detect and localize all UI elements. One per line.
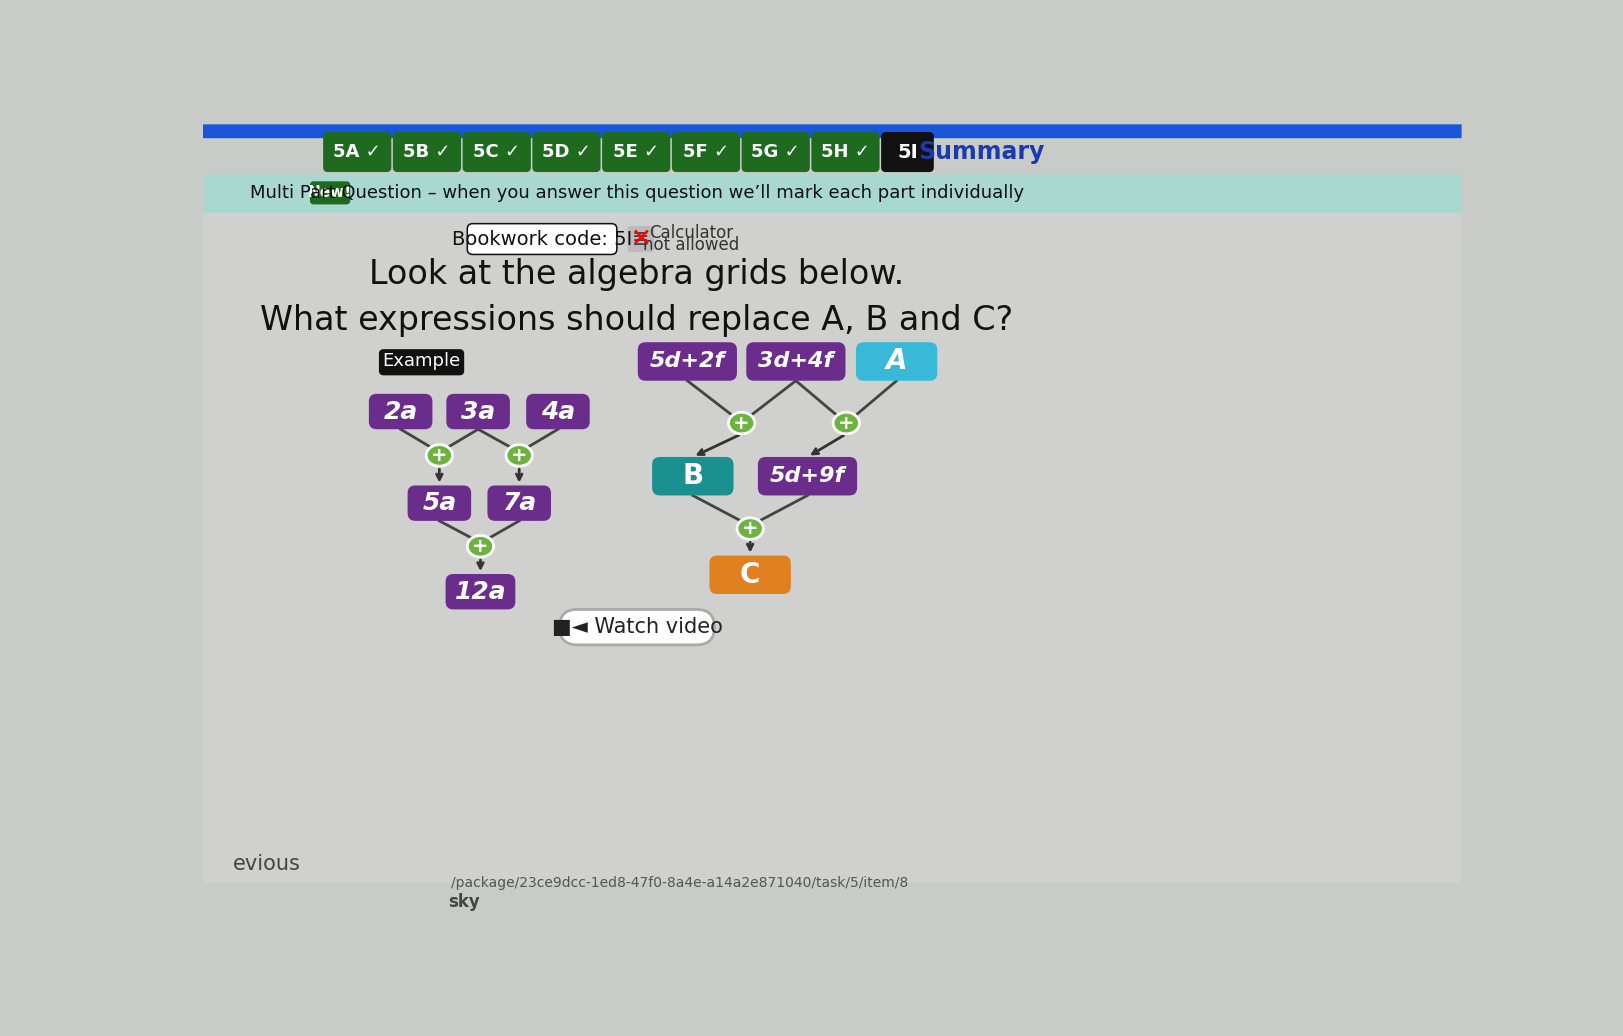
Ellipse shape (467, 536, 493, 557)
FancyBboxPatch shape (203, 174, 1461, 212)
FancyBboxPatch shape (466, 223, 617, 255)
Text: 5C ✓: 5C ✓ (472, 143, 519, 161)
Ellipse shape (833, 412, 859, 434)
Text: 12a: 12a (454, 580, 506, 604)
Text: 7a: 7a (502, 491, 536, 515)
Text: 5A ✓: 5A ✓ (333, 143, 381, 161)
FancyBboxPatch shape (526, 394, 589, 429)
Text: +: + (511, 445, 527, 465)
FancyBboxPatch shape (758, 457, 857, 495)
Text: Calculator: Calculator (649, 224, 734, 241)
FancyBboxPatch shape (203, 212, 1461, 883)
Text: 2a: 2a (383, 400, 417, 424)
FancyBboxPatch shape (855, 342, 936, 381)
Text: 5E ✓: 5E ✓ (613, 143, 659, 161)
Text: /package/23ce9dcc-1ed8-47f0-8a4e-a14a2e871040/task/5/item/8: /package/23ce9dcc-1ed8-47f0-8a4e-a14a2e8… (451, 875, 907, 890)
FancyBboxPatch shape (310, 181, 351, 204)
Text: not allowed: not allowed (643, 236, 738, 254)
FancyBboxPatch shape (393, 132, 461, 172)
Text: Example: Example (381, 352, 461, 371)
FancyBboxPatch shape (812, 132, 880, 172)
Text: Look at the algebra grids below.: Look at the algebra grids below. (368, 258, 904, 291)
FancyBboxPatch shape (446, 394, 510, 429)
FancyBboxPatch shape (463, 132, 531, 172)
FancyBboxPatch shape (467, 225, 615, 254)
FancyBboxPatch shape (709, 555, 790, 594)
Ellipse shape (729, 412, 755, 434)
Text: C: C (740, 560, 760, 588)
FancyBboxPatch shape (638, 342, 737, 381)
Text: 5B ✓: 5B ✓ (403, 143, 451, 161)
Text: New!: New! (308, 185, 352, 200)
FancyBboxPatch shape (560, 609, 714, 644)
Text: Bookwork code: 5I: Bookwork code: 5I (453, 230, 633, 249)
Text: 5d+2f: 5d+2f (649, 351, 724, 372)
Text: 3d+4f: 3d+4f (758, 351, 833, 372)
Text: sky: sky (448, 893, 480, 911)
Text: 5a: 5a (422, 491, 456, 515)
Ellipse shape (425, 444, 453, 466)
Text: +: + (837, 413, 854, 433)
FancyBboxPatch shape (368, 394, 432, 429)
Text: +: + (734, 413, 750, 433)
Text: 5d+9f: 5d+9f (769, 466, 844, 486)
Text: Multi Part Question – when you answer this question we’ll mark each part individ: Multi Part Question – when you answer th… (250, 183, 1024, 202)
FancyBboxPatch shape (672, 132, 740, 172)
Text: 3a: 3a (461, 400, 495, 424)
Text: What expressions should replace A, B and C?: What expressions should replace A, B and… (260, 305, 1013, 337)
FancyBboxPatch shape (881, 132, 933, 172)
Text: ✕: ✕ (630, 227, 651, 251)
Text: 5D ✓: 5D ✓ (542, 143, 591, 161)
Text: ≣: ≣ (631, 229, 649, 249)
FancyBboxPatch shape (378, 349, 464, 375)
Text: 4a: 4a (540, 400, 575, 424)
Text: +: + (472, 537, 489, 555)
FancyBboxPatch shape (203, 124, 1461, 138)
Text: 5G ✓: 5G ✓ (751, 143, 800, 161)
Text: +: + (742, 519, 758, 538)
Text: A: A (885, 347, 907, 375)
FancyBboxPatch shape (747, 342, 846, 381)
Ellipse shape (737, 518, 763, 540)
Ellipse shape (506, 444, 532, 466)
FancyBboxPatch shape (323, 132, 391, 172)
Text: 5H ✓: 5H ✓ (821, 143, 870, 161)
FancyBboxPatch shape (445, 574, 514, 609)
Text: B: B (682, 462, 703, 490)
FancyBboxPatch shape (652, 457, 734, 495)
FancyBboxPatch shape (487, 486, 550, 521)
Text: evious: evious (232, 854, 300, 873)
Text: ■◄ Watch video: ■◄ Watch video (552, 617, 722, 637)
FancyBboxPatch shape (628, 226, 654, 252)
Text: +: + (430, 445, 448, 465)
FancyBboxPatch shape (602, 132, 670, 172)
Text: Summary: Summary (919, 140, 1045, 164)
FancyBboxPatch shape (407, 486, 471, 521)
FancyBboxPatch shape (532, 132, 601, 172)
Text: 5F ✓: 5F ✓ (683, 143, 729, 161)
FancyBboxPatch shape (742, 132, 810, 172)
Text: 5I: 5I (896, 143, 917, 162)
